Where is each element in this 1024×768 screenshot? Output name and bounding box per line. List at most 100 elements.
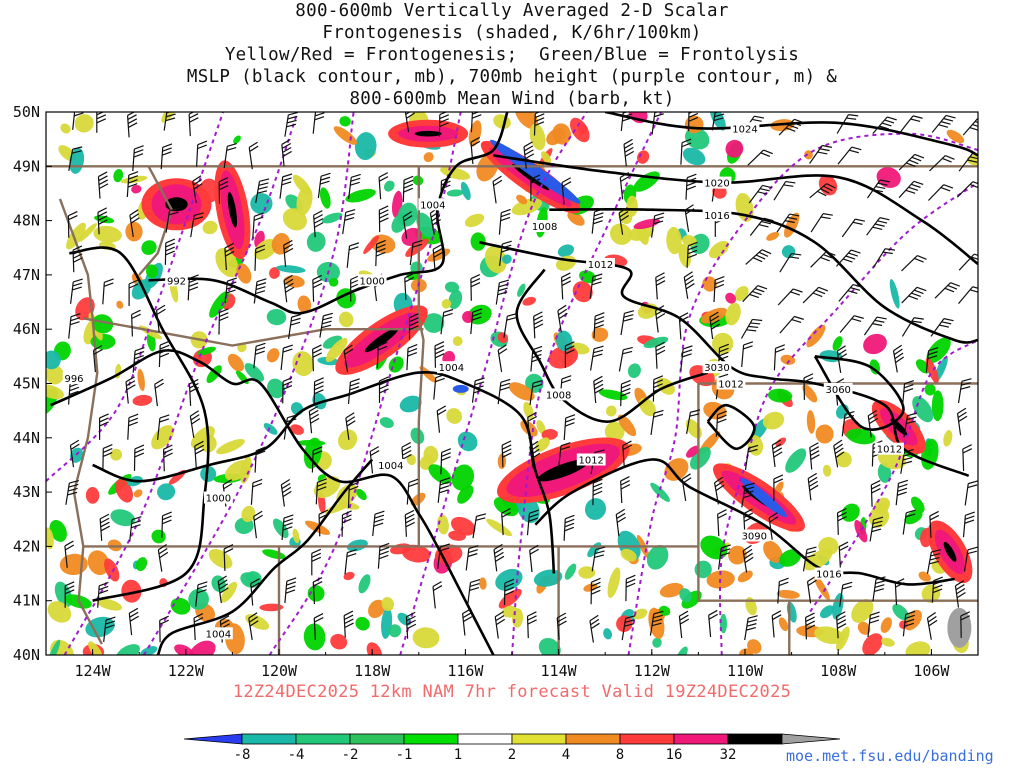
- shading-patch: [423, 445, 439, 464]
- wind-barb: [432, 243, 443, 272]
- shading-patch: [46, 384, 65, 400]
- wind-barb: [157, 544, 169, 572]
- barb-feather: [591, 577, 601, 583]
- barb-feather: [345, 212, 355, 217]
- barb-feather: [803, 377, 814, 383]
- shading-patch: [423, 152, 434, 163]
- wind-barb: [283, 239, 294, 268]
- barb-feather: [226, 285, 237, 290]
- wind-barb: [558, 442, 571, 468]
- wind-barb: [747, 149, 773, 166]
- shading-patch: [170, 597, 191, 615]
- shading-patch: [125, 221, 143, 242]
- shading-patch: [259, 603, 284, 612]
- barb-feather: [592, 490, 603, 496]
- source-credit[interactable]: moe.met.fsu.edu/banding: [786, 747, 994, 765]
- mslp-label-bg: [716, 377, 746, 390]
- barb-feather: [407, 348, 418, 353]
- barb-staff: [740, 319, 753, 339]
- mslp-label-bg: [875, 442, 904, 455]
- wind-barb: [344, 549, 357, 575]
- barb-feather: [99, 413, 109, 419]
- barb-feather: [312, 282, 323, 289]
- barb-feather: [439, 481, 450, 486]
- wind-barb: [866, 217, 890, 236]
- barb-feather: [683, 271, 693, 278]
- barb-feather: [806, 550, 816, 555]
- barb-feather: [75, 104, 84, 109]
- barb-feather: [348, 485, 359, 491]
- mslp-label: 1012: [718, 380, 743, 391]
- barb-feather: [690, 409, 701, 413]
- shading-patch: [446, 408, 463, 424]
- barb-feather: [679, 316, 689, 322]
- wind-barb: [165, 207, 180, 233]
- barb-feather: [716, 418, 727, 424]
- title-line-4: MSLP (black contour, mb), 700mb height (…: [186, 67, 838, 87]
- wind-barb: [869, 516, 884, 542]
- barb-feather: [834, 443, 843, 451]
- shading-patch: [110, 448, 123, 461]
- wind-barb: [592, 478, 603, 506]
- barb-feather: [527, 415, 538, 422]
- wind-barb: [408, 313, 419, 340]
- wind-barb: [835, 249, 861, 267]
- shading-patch: [410, 427, 425, 445]
- wind-barb: [471, 377, 485, 403]
- wind-barb: [283, 414, 297, 440]
- colorbar-segment: [619, 733, 675, 745]
- barb-feather: [524, 153, 535, 160]
- barb-feather: [914, 257, 924, 263]
- barb-feather: [750, 322, 761, 325]
- barb-feather: [902, 456, 913, 461]
- wind-barb: [409, 239, 423, 266]
- wind-barb: [930, 318, 954, 337]
- barb-feather: [927, 351, 938, 356]
- barb-staff: [901, 286, 918, 304]
- barb-feather: [620, 476, 630, 482]
- wind-barb: [803, 373, 814, 400]
- barb-feather: [218, 177, 229, 183]
- wind-barb: [529, 379, 543, 406]
- barb-feather: [624, 623, 635, 627]
- wind-barb: [650, 409, 664, 435]
- wind-barb: [898, 153, 925, 171]
- barb-feather: [256, 282, 267, 287]
- barb-feather: [910, 118, 921, 122]
- lat-label: 45N: [13, 375, 40, 393]
- shading-patch: [570, 117, 590, 143]
- barb-feather: [944, 287, 955, 293]
- barb-feather: [99, 417, 109, 423]
- shading-patch: [802, 384, 818, 403]
- barb-feather: [564, 522, 575, 528]
- shading-patch: [250, 193, 273, 215]
- barb-staff: [495, 282, 500, 305]
- barb-feather: [256, 446, 266, 452]
- barb-feather: [462, 612, 472, 619]
- mslp-label: 1016: [704, 211, 729, 222]
- barb-feather: [401, 442, 411, 448]
- wind-barb: [64, 581, 75, 608]
- shading-patch: [535, 437, 550, 452]
- shading-patch: [272, 518, 289, 539]
- barb-feather: [592, 277, 602, 282]
- colorbar-segment: [673, 733, 729, 745]
- barb-feather: [743, 512, 754, 519]
- barb-feather: [686, 181, 697, 187]
- barb-feather: [927, 612, 936, 619]
- barb-feather: [908, 295, 919, 300]
- wind-barb: [194, 440, 205, 468]
- barb-feather: [499, 279, 509, 284]
- wind-barb: [593, 312, 605, 339]
- barb-feather: [616, 512, 626, 519]
- lat-label: 41N: [13, 592, 40, 610]
- barb-feather: [188, 282, 199, 287]
- shading-patch: [121, 579, 142, 603]
- shading-patch: [584, 498, 607, 520]
- frontolysis-streak: [452, 384, 469, 393]
- height-contour: [268, 112, 462, 655]
- barb-feather: [844, 411, 855, 416]
- barb-feather: [309, 405, 319, 412]
- wind-barb: [778, 118, 804, 136]
- barb-feather: [102, 452, 113, 457]
